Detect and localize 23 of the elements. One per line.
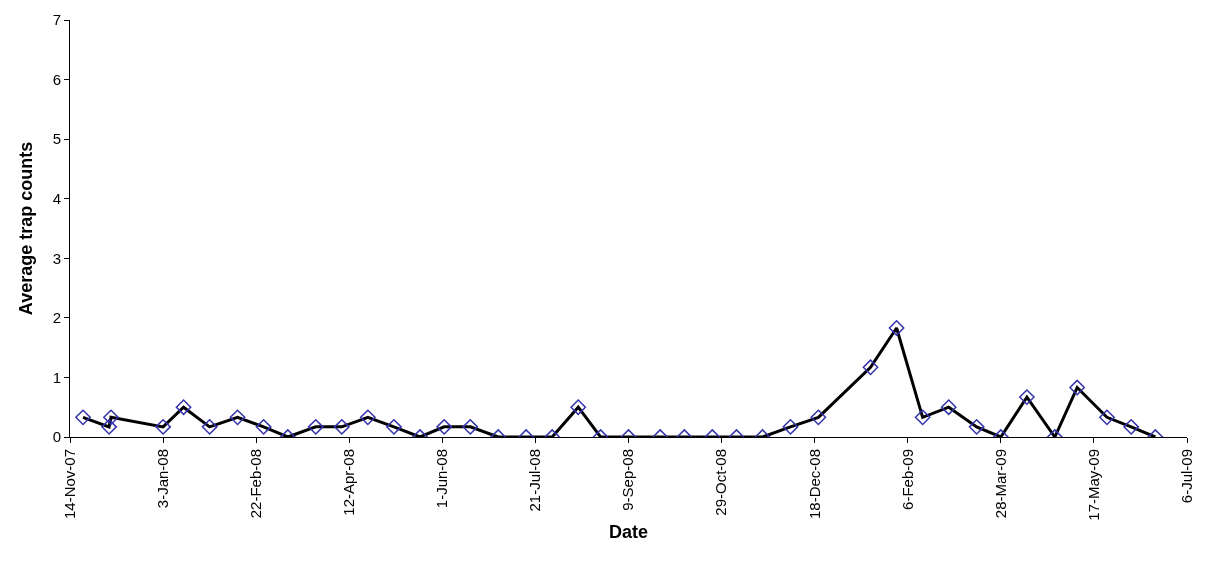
y-tick-label: 0 [52,428,61,446]
y-tick-label: 7 [52,11,61,29]
x-tick-label: 22-Feb-08 [247,449,265,519]
x-tick-label: 14-Nov-07 [60,449,78,520]
x-tick-label: 9-Sep-08 [619,449,637,511]
x-tick-label: 6-Jul-09 [1177,449,1195,504]
x-tick-label: 3-Jan-08 [153,449,171,509]
x-tick-label: 29-Oct-08 [712,449,730,516]
y-tick-label: 2 [52,309,61,327]
x-tick-label: 6-Feb-09 [898,449,916,510]
y-tick-label: 4 [52,189,61,207]
y-axis-title: Average trap counts [15,141,36,316]
x-tick-label: 18-Dec-08 [805,449,823,520]
x-tick-label: 28-Mar-09 [991,449,1009,519]
x-tick-label: 21-Jul-08 [526,449,544,512]
y-tick-label: 5 [52,130,61,148]
y-tick-label: 3 [52,249,61,267]
y-tick-label: 6 [52,70,61,88]
x-tick-label: 12-Apr-08 [340,449,358,516]
x-tick-label: 1-Jun-08 [433,449,451,509]
x-axis-title: Date [608,521,649,542]
y-tick-label: 1 [52,368,61,386]
x-tick-label: 17-May-09 [1084,449,1102,521]
